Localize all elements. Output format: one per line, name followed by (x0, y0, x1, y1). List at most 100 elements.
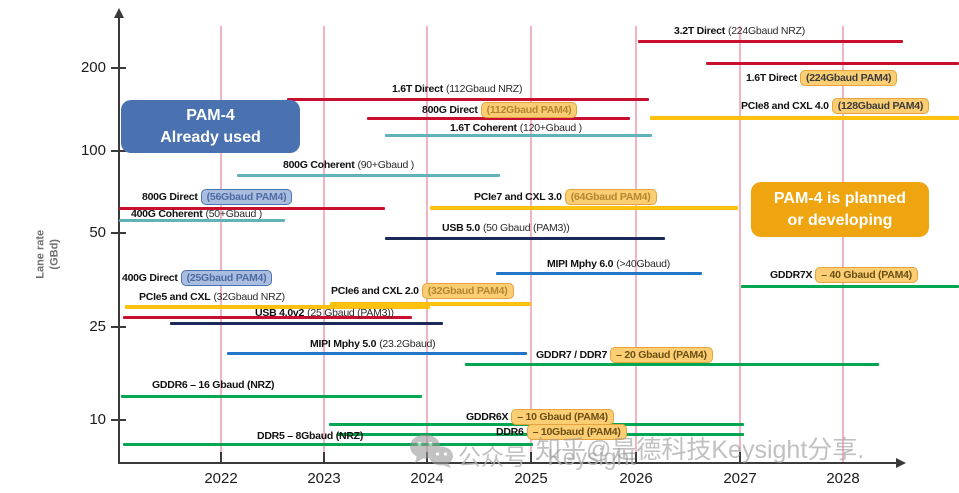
series-label-17: MIPI Mphy 5.0 (23.2Gbaud) (310, 338, 436, 350)
series-name: 1.6T Coherent (450, 122, 517, 134)
series-label-16: USB 4.0v2 (25 Gbaud (PAM3)) (255, 307, 394, 319)
y-axis-title-line1: Lane rate (34, 229, 47, 279)
badge-line1: PAM-4 (186, 106, 235, 124)
x-tick-2022 (220, 452, 222, 463)
series-label-12: GDDR7X – 40 Gbaud (PAM4) (770, 267, 918, 283)
series-name: 3.2T Direct (674, 25, 725, 37)
series-line-19 (121, 394, 422, 398)
series-detail: (25 Gbaud (PAM3)) (307, 307, 394, 319)
year-gridline-2025 (530, 26, 532, 463)
x-tick-2027 (739, 452, 741, 463)
y-tick-label-200: 200 (80, 59, 106, 76)
year-gridline-2023 (323, 26, 325, 463)
pam4-planned-badge: PAM-4 is planned or developing (751, 182, 929, 237)
x-tick-label-2028: 2028 (826, 470, 860, 487)
series-name: GDDR7X (770, 269, 813, 281)
x-axis-arrow-icon (896, 458, 906, 468)
series-line-0 (638, 39, 903, 43)
y-tick-label-100: 100 (80, 142, 106, 159)
series-label-0: 3.2T Direct (224Gbaud NRZ) (674, 25, 805, 37)
x-tick-label-2024: 2024 (410, 470, 444, 487)
series-line-1 (706, 61, 959, 65)
series-label-10: USB 5.0 (50 Gbaud (PAM3)) (442, 222, 570, 234)
y-tick-10 (111, 419, 126, 421)
series-line-2 (650, 116, 959, 120)
badge-line2: Already used (160, 128, 261, 146)
series-name: 800G Direct (142, 191, 198, 203)
series-detail: (50 Gbaud (PAM3)) (482, 222, 570, 234)
series-label-15: PCIe6 and CXL 2.0 (32Gbaud PAM4) (331, 283, 514, 299)
series-name: PCIe8 and CXL 4.0 (741, 100, 829, 112)
series-detail: (224Gbaud NRZ) (727, 25, 805, 37)
series-line-15 (330, 302, 531, 306)
series-label-9: PCIe7 and CXL 3.0 (64Gbaud PAM4) (474, 189, 657, 205)
y-tick-200 (111, 67, 126, 69)
y-tick-label-25: 25 (89, 318, 106, 335)
series-name: USB 5.0 (442, 222, 480, 234)
series-line-16 (170, 321, 443, 325)
badge-line2: or developing (787, 211, 893, 229)
y-tick-100 (111, 150, 126, 152)
series-detail: – 40 Gbaud (PAM4) (815, 267, 918, 283)
series-line-7 (119, 206, 385, 210)
series-name: 400G Direct (122, 272, 178, 284)
wechat-icon (410, 434, 453, 468)
series-line-4 (367, 116, 630, 120)
series-detail: – 10 Gbaud (PAM4) (511, 409, 614, 425)
series-name: PCIe5 and CXL (139, 291, 211, 303)
x-tick-2025 (530, 452, 532, 463)
series-detail: (64Gbaud PAM4) (564, 189, 657, 205)
year-gridline-2022 (220, 26, 222, 463)
series-label-7: 800G Direct (56Gbaud PAM4) (142, 189, 293, 205)
series-detail: – 10Gbaud (PAM4) (526, 424, 627, 440)
series-line-14 (125, 305, 430, 309)
series-label-5: 1.6T Coherent (120+Gbaud ) (450, 122, 582, 134)
series-line-5 (385, 133, 652, 137)
year-gridline-2028 (842, 26, 844, 463)
series-line-11 (496, 271, 702, 275)
series-name: PCIe6 and CXL 2.0 (331, 285, 419, 297)
series-name: GDDR6X (466, 411, 509, 423)
series-detail: (112Gbaud PAM4) (480, 102, 578, 118)
series-label-4: 800G Direct (112Gbaud PAM4) (422, 102, 578, 118)
series-detail: (56Gbaud PAM4) (200, 189, 293, 205)
x-axis-line (118, 462, 898, 464)
series-name: DDR5 – 8Gbaud (NRZ) (257, 430, 364, 442)
series-detail: (32Gbaud NRZ) (213, 291, 285, 303)
series-label-11: MIPI Mphy 6.0 (>40Gbaud) (547, 258, 670, 270)
y-tick-label-50: 50 (89, 224, 106, 241)
series-line-13 (123, 315, 412, 319)
year-gridline-2024 (426, 26, 428, 463)
series-label-1: 1.6T Direct (224Gbaud PAM4) (746, 70, 898, 86)
series-detail: (224Gbaud PAM4) (799, 70, 898, 86)
series-name: 1.6T Direct (392, 83, 443, 95)
series-detail: (>40Gbaud) (616, 258, 671, 270)
series-name: MIPI Mphy 6.0 (547, 258, 614, 270)
series-detail: (50+Gbaud ) (205, 208, 262, 220)
x-tick-2026 (635, 452, 637, 463)
y-axis-title: Lane rate (GBd) (34, 196, 63, 312)
year-gridline-2026 (635, 26, 637, 463)
series-name: PCIe7 and CXL 3.0 (474, 191, 562, 203)
series-detail: (32Gbaud PAM4) (421, 283, 514, 299)
series-line-10 (385, 236, 665, 240)
series-name: GDDR6 – 16 Gbaud (NRZ) (152, 379, 275, 391)
x-tick-label-2027: 2027 (723, 470, 757, 487)
series-label-3: 1.6T Direct (112Gbaud NRZ) (392, 83, 522, 95)
series-line-17 (227, 351, 527, 355)
y-tick-50 (111, 232, 126, 234)
y-tick-label-10: 10 (89, 411, 106, 428)
y-axis-line (118, 16, 120, 463)
series-detail: – 20 Gbaud (PAM4) (610, 347, 713, 363)
series-name: 800G Direct (422, 104, 478, 116)
x-tick-2023 (323, 452, 325, 463)
series-label-21: DDR6– 10Gbaud (PAM4) (496, 424, 627, 440)
series-name: USB 4.0v2 (255, 307, 305, 319)
series-label-13: 400G Direct (25Gbaud PAM4) (122, 270, 273, 286)
series-name: 1.6T Direct (746, 72, 797, 84)
series-detail: (90+Gbaud ) (357, 159, 414, 171)
series-label-19: GDDR6 – 16 Gbaud (NRZ) (152, 379, 275, 391)
series-label-22: DDR5 – 8Gbaud (NRZ) (257, 430, 363, 442)
series-detail: (25Gbaud PAM4) (180, 270, 273, 286)
